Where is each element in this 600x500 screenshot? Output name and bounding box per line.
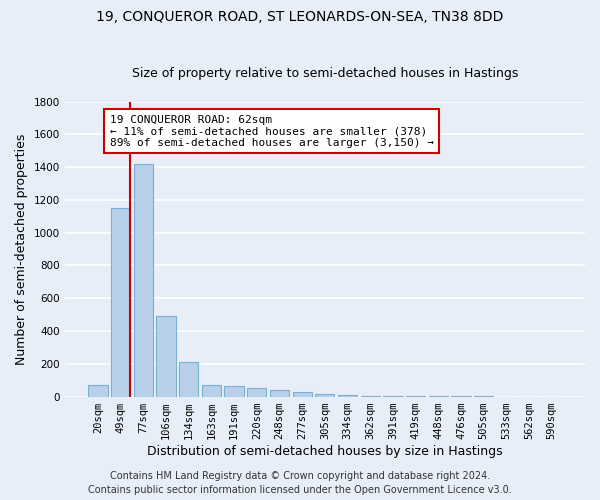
Bar xyxy=(111,208,130,396)
Title: Size of property relative to semi-detached houses in Hastings: Size of property relative to semi-detach… xyxy=(131,66,518,80)
Text: 19, CONQUEROR ROAD, ST LEONARDS-ON-SEA, TN38 8DD: 19, CONQUEROR ROAD, ST LEONARDS-ON-SEA, … xyxy=(97,10,503,24)
Y-axis label: Number of semi-detached properties: Number of semi-detached properties xyxy=(15,134,28,364)
Bar xyxy=(157,316,176,396)
Bar xyxy=(315,394,334,396)
Text: Contains HM Land Registry data © Crown copyright and database right 2024.
Contai: Contains HM Land Registry data © Crown c… xyxy=(88,471,512,495)
Bar xyxy=(134,164,153,396)
Bar xyxy=(179,362,199,396)
Bar xyxy=(224,386,244,396)
Text: 19 CONQUEROR ROAD: 62sqm
← 11% of semi-detached houses are smaller (378)
89% of : 19 CONQUEROR ROAD: 62sqm ← 11% of semi-d… xyxy=(110,114,434,148)
Bar xyxy=(270,390,289,396)
Bar xyxy=(293,392,312,396)
Bar xyxy=(247,388,266,396)
X-axis label: Distribution of semi-detached houses by size in Hastings: Distribution of semi-detached houses by … xyxy=(147,444,503,458)
Bar xyxy=(202,385,221,396)
Bar xyxy=(88,385,107,396)
